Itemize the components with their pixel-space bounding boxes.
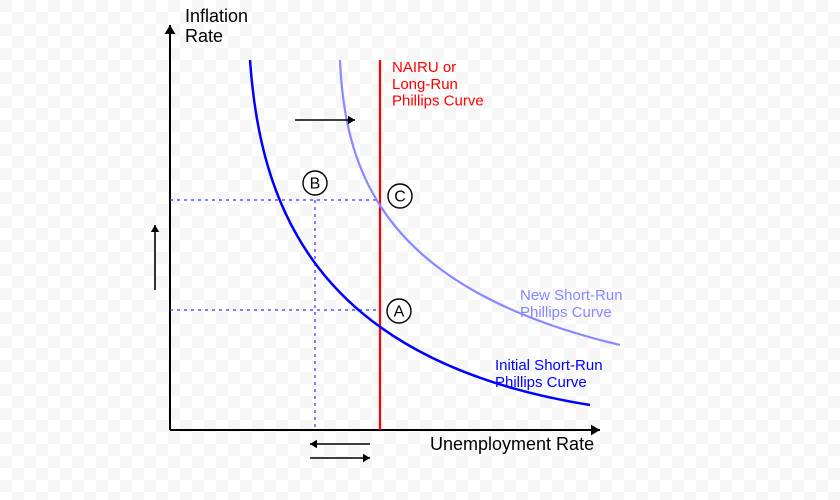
phillips-curve-diagram: Unemployment RateInflationRateNAIRU orLo… bbox=[0, 0, 840, 500]
point-b-label: B bbox=[310, 176, 321, 193]
x-axis-label: Unemployment Rate bbox=[430, 434, 594, 454]
new-shortrun-label: New Short-RunPhillips Curve bbox=[520, 287, 623, 321]
point-c-label: C bbox=[394, 189, 406, 206]
initial-shortrun-label: Initial Short-RunPhillips Curve bbox=[495, 357, 603, 391]
point-a-label: A bbox=[394, 304, 405, 321]
